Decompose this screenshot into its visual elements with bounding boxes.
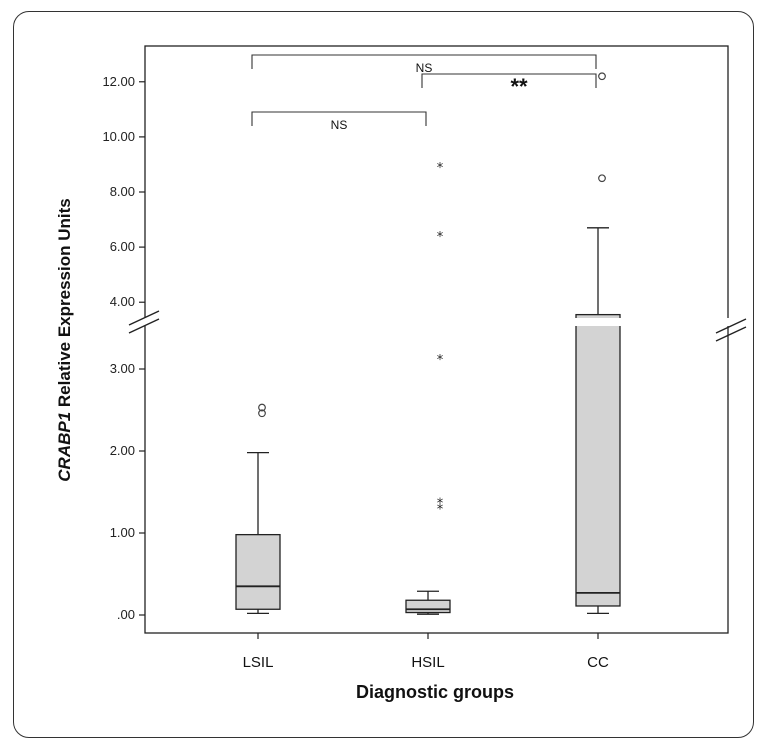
outlier-star: * [437,502,444,517]
box-lsil [235,403,281,615]
outlier-circle [598,72,606,81]
significance-bracket-1: NS [251,54,597,75]
break-mark-left [128,318,160,334]
bracket-line [251,54,597,69]
y-axis-label-gene: CRABP1 [55,412,74,482]
x-axis-label: Diagnostic groups [356,682,514,702]
box-cc [575,72,621,615]
bracket-label: NS [416,61,433,75]
box-hsil: ***** [405,161,451,615]
axis-break-gap [144,318,729,326]
outlier-star: * [437,230,444,245]
x-tick-label-cc: CC [587,654,609,671]
iqr-box [575,313,621,607]
break-mark-right [715,318,747,334]
bracket-line [251,111,427,126]
x-tick-label-hsil: HSIL [411,654,444,671]
y-tick-label: 1.00 [110,525,135,540]
y-tick-label: 8.00 [110,184,135,199]
y-tick-label: 6.00 [110,239,135,254]
y-tick-label: 10.00 [102,129,135,144]
bracket-label: NS [331,118,348,132]
significance-bracket-3: NS [251,111,427,132]
iqr-box [235,533,281,610]
y-tick-label: 12.00 [102,74,135,89]
iqr-box [405,599,451,614]
y-axis-label: CRABP1 Relative Expression Units [55,198,74,481]
y-tick-label: .00 [117,607,135,622]
break-mark-right [715,326,747,342]
y-tick-label: 3.00 [110,361,135,376]
outlier-star: * [437,353,444,368]
outlier-star: * [437,497,444,512]
outlier-star: * [437,161,444,176]
figure-frame [13,11,754,738]
plot-area [144,45,729,634]
outlier-circle [598,174,606,183]
outlier-circle [258,403,266,412]
bracket-label: ** [510,74,528,99]
significance-bracket-2: ** [421,73,597,99]
y-tick-label: 2.00 [110,443,135,458]
y-axis-label-rest: Relative Expression Units [55,198,74,412]
bracket-line [421,73,597,88]
break-mark-left [128,310,160,326]
x-tick-label-lsil: LSIL [243,654,274,671]
outlier-circle [258,409,266,418]
y-tick-label: 4.00 [110,294,135,309]
